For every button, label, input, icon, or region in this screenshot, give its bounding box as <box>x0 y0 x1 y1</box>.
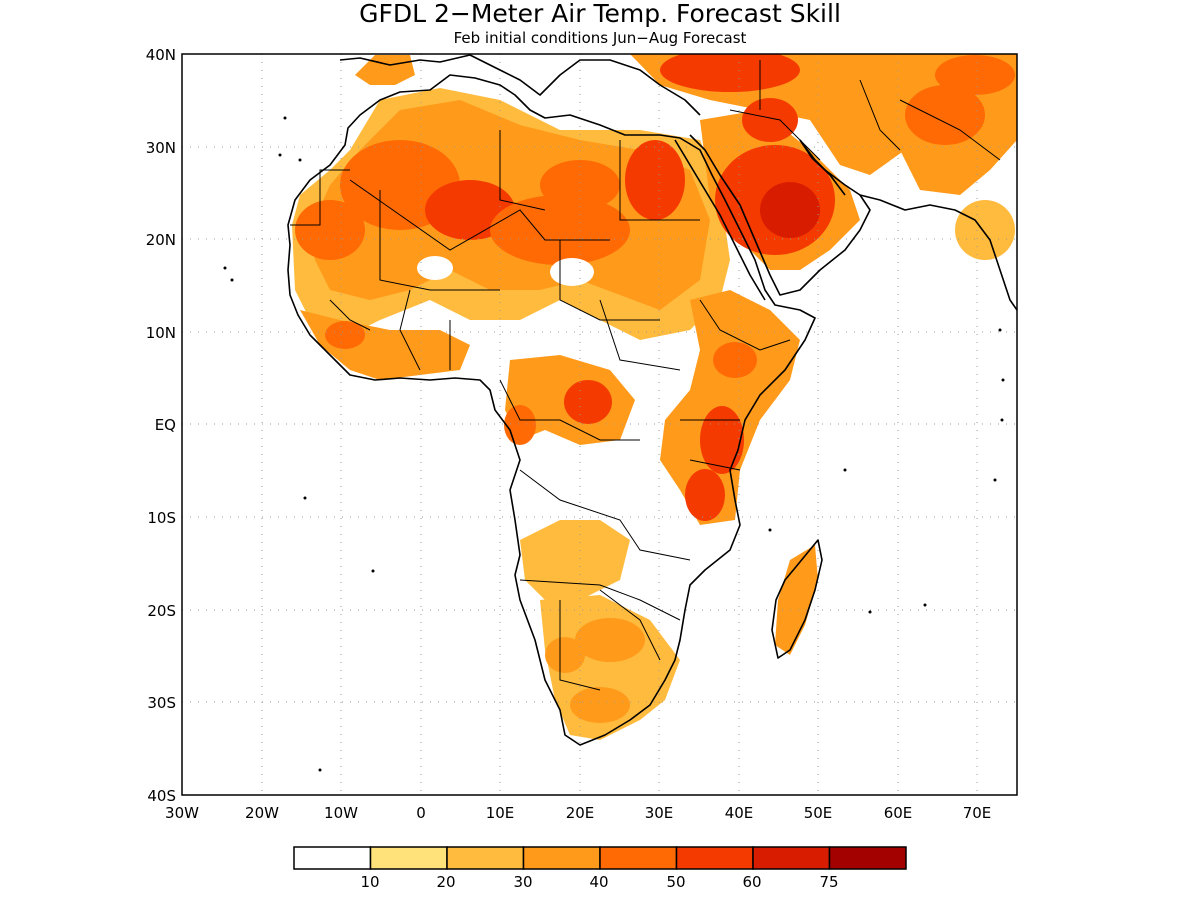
skill-core-south-africa <box>570 687 630 723</box>
skill-core-egypt <box>625 140 685 220</box>
colorbar-label: 60 <box>742 873 761 891</box>
skill-region-southern-africa <box>520 520 630 600</box>
skill-core-iraq <box>742 98 798 142</box>
lon-label: 50E <box>804 804 833 822</box>
arabia-coastline <box>689 134 871 296</box>
skill-core-gabon <box>504 405 536 445</box>
plot-area <box>182 54 1017 795</box>
colorbar-swatch <box>369 846 448 870</box>
colorbar-label: 20 <box>436 873 455 891</box>
skill-low-mali <box>417 256 453 280</box>
lon-label: 0 <box>416 804 426 822</box>
coastlines <box>287 54 1017 746</box>
country-borders <box>290 60 1001 691</box>
lat-label: 30N <box>146 139 176 157</box>
skill-shading <box>292 54 1017 740</box>
lon-label: 70E <box>963 804 992 822</box>
colorbar-swatch <box>522 846 601 870</box>
skill-core-namibia <box>545 637 585 673</box>
lat-label: 10S <box>147 509 176 527</box>
colorbar-swatch <box>599 846 678 870</box>
skill-low-chad <box>550 258 594 286</box>
lon-label: 30E <box>645 804 674 822</box>
colorbar-label: 50 <box>666 873 685 891</box>
colorbar-label: 30 <box>513 873 532 891</box>
africa-coastline <box>287 74 816 746</box>
skill-core-arabia-inner <box>760 182 820 238</box>
colorbar-swatch <box>828 846 907 870</box>
skill-core-guinea <box>325 321 365 349</box>
map-title: GFDL 2−Meter Air Temp. Forecast Skill <box>359 0 841 28</box>
lat-label: 30S <box>147 694 176 712</box>
lon-label: 20W <box>245 804 279 822</box>
colorbar: 10 20 30 40 50 60 75 <box>293 846 907 891</box>
map-subtitle: Feb initial conditions Jun−Aug Forecast <box>454 29 747 47</box>
colorbar-swatch <box>293 846 372 870</box>
lon-tick-labels: 30W 20W 10W 0 10E 20E 30E 40E 50E 60E 70… <box>165 804 991 822</box>
lat-tick-labels: 40N 30N 20N 10N EQ 10S 20S 30S 40S <box>146 46 176 805</box>
lat-label: 20N <box>146 231 176 249</box>
skill-core-tanzania <box>685 469 725 521</box>
colorbar-label: 75 <box>819 873 838 891</box>
skill-core-kenya <box>700 406 744 474</box>
lat-label: 20S <box>147 602 176 620</box>
skill-core-botswana <box>575 618 645 662</box>
mediterranean-north-coast <box>339 54 701 116</box>
skill-core-car <box>564 380 612 424</box>
colorbar-boxes <box>293 846 907 870</box>
skill-core-turkey <box>660 54 800 92</box>
lon-label: 10E <box>486 804 515 822</box>
skill-core-india <box>955 200 1015 260</box>
lat-label: 40S <box>147 787 176 805</box>
lon-label: 60E <box>884 804 913 822</box>
lon-label: 10W <box>324 804 358 822</box>
islands <box>223 116 1005 772</box>
lat-label: 40N <box>146 46 176 64</box>
lon-label: 40E <box>725 804 754 822</box>
skill-core-ethiopia <box>713 342 757 378</box>
skill-core-libya <box>540 160 620 210</box>
plot-frame <box>181 53 1018 796</box>
lon-label: 20E <box>566 804 595 822</box>
colorbar-swatch <box>446 846 525 870</box>
persian-gulf-coast <box>799 139 846 196</box>
colorbar-swatch <box>752 846 831 870</box>
lon-label: 30W <box>165 804 199 822</box>
skill-core-mauritania <box>295 200 365 260</box>
madagascar-coastline <box>771 539 823 659</box>
red-sea-coast <box>674 139 766 301</box>
skill-core-caspian <box>935 55 1015 95</box>
skill-region-madagascar <box>775 545 818 655</box>
colorbar-swatch <box>675 846 754 870</box>
lat-label: 10N <box>146 324 176 342</box>
asia-coastline <box>859 194 1017 311</box>
colorbar-label: 40 <box>589 873 608 891</box>
colorbar-label: 10 <box>360 873 379 891</box>
lat-label: EQ <box>155 416 176 434</box>
skill-core-chad-niger <box>490 195 630 265</box>
skill-region-maghreb <box>355 55 415 85</box>
skill-core-afghanistan <box>905 85 985 145</box>
